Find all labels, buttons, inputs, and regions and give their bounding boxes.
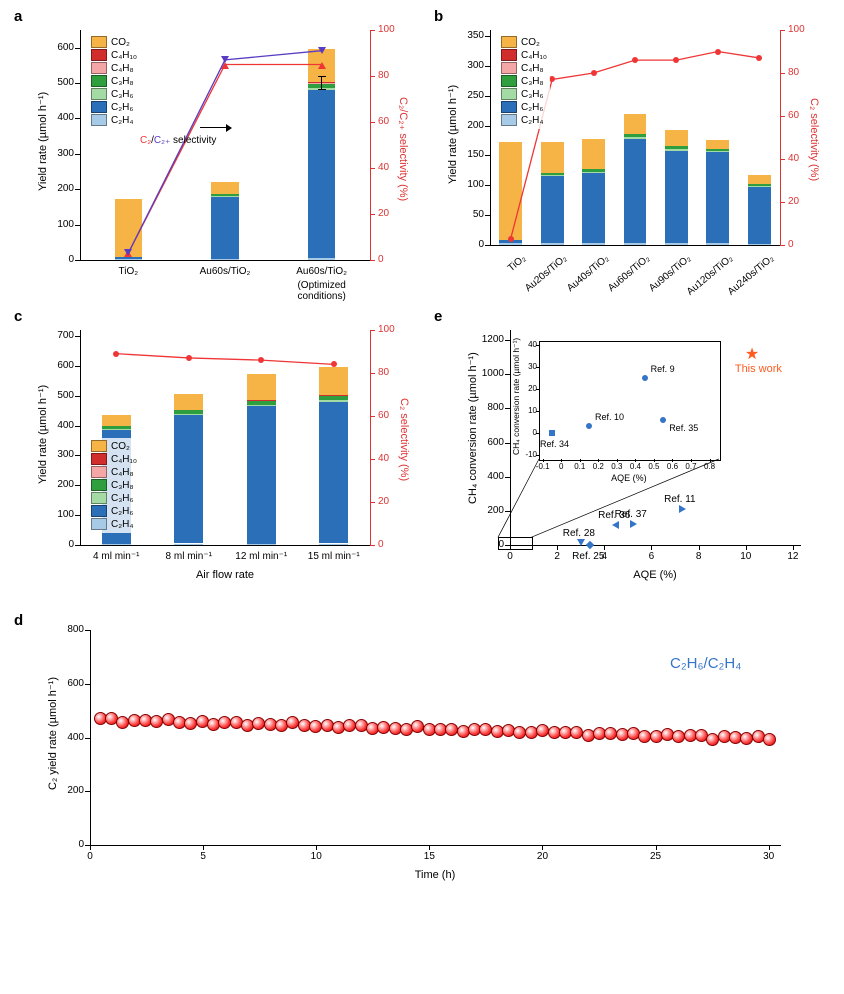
inset-point (660, 417, 666, 423)
panel-d: 0200400600800C₂ yield rate (µmol h⁻¹)051… (10, 610, 830, 890)
panel-c: 0100200300400500600700Yield rate (µmol h… (10, 310, 410, 590)
legend: CO₂C₄H₁₀C₄H₈C₃H₈C₃H₆C₂H₆C₂H₄ (88, 34, 140, 129)
line-marker (113, 351, 119, 357)
inset-point (642, 375, 648, 381)
line-marker (318, 47, 326, 54)
legend: CO₂C₄H₁₀C₄H₈C₃H₈C₃H₆C₂H₆C₂H₄ (498, 34, 550, 129)
line-marker (591, 70, 597, 76)
line-marker (221, 56, 229, 63)
panel-b: 050100150200250300350Yield rate (µmol h⁻… (430, 10, 830, 300)
line-marker (186, 355, 192, 361)
line-marker (715, 49, 721, 55)
panel-e: 020040060080010001200CH₄ conversion rate… (430, 310, 830, 590)
line-marker (508, 236, 514, 242)
inset-point (549, 430, 555, 436)
panel-a: 0100200300400500600Yield rate (µmol h⁻¹)… (10, 10, 410, 300)
legend: CO₂C₄H₁₀C₄H₈C₃H₈C₃H₆C₂H₆C₂H₄ (88, 438, 140, 533)
line-marker (124, 249, 132, 256)
